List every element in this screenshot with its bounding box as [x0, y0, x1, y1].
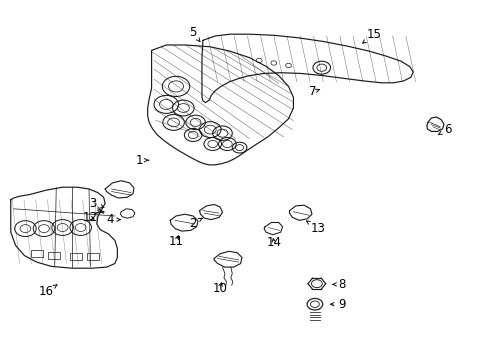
Text: 6: 6 [437, 123, 450, 136]
Bar [48, 252, 60, 259]
Text: 9: 9 [330, 298, 346, 311]
Text: 8: 8 [332, 278, 346, 291]
Text: 3: 3 [89, 197, 103, 210]
Text: 4: 4 [106, 213, 120, 226]
Text: 13: 13 [306, 221, 325, 235]
Bar [31, 250, 42, 257]
Text: 12: 12 [83, 211, 98, 224]
Text: 5: 5 [189, 26, 200, 42]
Bar [70, 253, 81, 260]
Text: 15: 15 [362, 28, 381, 43]
Bar [87, 253, 99, 260]
Text: 16: 16 [39, 285, 57, 298]
Text: 7: 7 [308, 85, 319, 98]
Text: 14: 14 [266, 237, 281, 249]
Text: 11: 11 [168, 235, 183, 248]
Text: 2: 2 [189, 217, 202, 230]
Text: 10: 10 [212, 282, 227, 294]
Text: 1: 1 [135, 154, 148, 167]
